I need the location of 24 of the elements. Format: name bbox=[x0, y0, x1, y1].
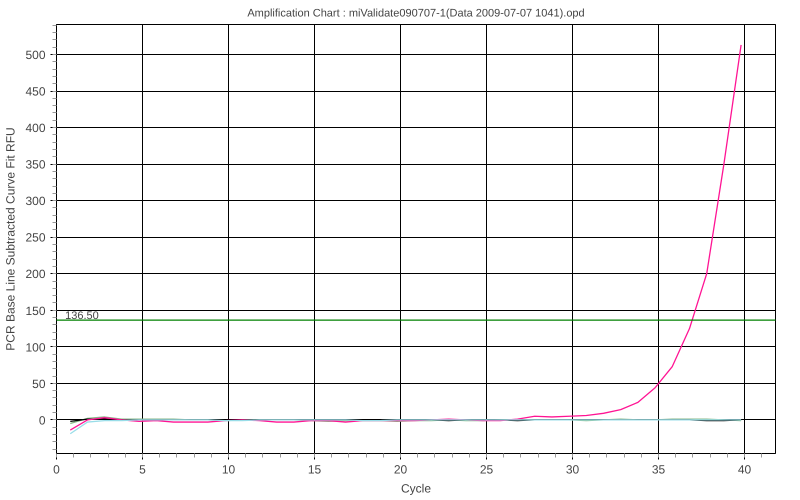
y-tick-label: 350 bbox=[25, 158, 46, 172]
chart-title: Amplification Chart : miValidate090707-1(Data 2009-07-07 1041).opd bbox=[247, 8, 585, 20]
y-tick-label: 400 bbox=[25, 121, 46, 136]
x-tick-label: 0 bbox=[53, 462, 60, 476]
x-tick-label: 30 bbox=[566, 462, 580, 476]
y-tick-label: 150 bbox=[25, 304, 46, 318]
x-axis-title: Cycle bbox=[400, 482, 432, 496]
x-tick-label: 35 bbox=[652, 462, 666, 476]
x-tick-label: 20 bbox=[394, 462, 408, 476]
y-tick-label: 100 bbox=[25, 340, 46, 354]
x-tick-label: 25 bbox=[480, 462, 494, 476]
x-tick-label: 40 bbox=[738, 462, 752, 476]
x-tick-label: 15 bbox=[308, 462, 322, 476]
x-tick-label: 5 bbox=[139, 462, 146, 476]
y-tick-label: 500 bbox=[25, 48, 46, 62]
y-tick-label: 250 bbox=[25, 230, 46, 245]
y-tick-label: 50 bbox=[32, 376, 46, 391]
x-tick-label: 10 bbox=[222, 462, 236, 476]
y-tick-label: 0 bbox=[38, 413, 46, 428]
ref-line-label: 136.50 bbox=[65, 310, 99, 322]
y-tick-label: 200 bbox=[25, 267, 46, 282]
y-tick-label: 300 bbox=[25, 194, 46, 208]
y-tick-label: 450 bbox=[25, 84, 46, 99]
y-axis-title: PCR Base Line Subtracted Curve Fit RFU bbox=[3, 127, 18, 351]
